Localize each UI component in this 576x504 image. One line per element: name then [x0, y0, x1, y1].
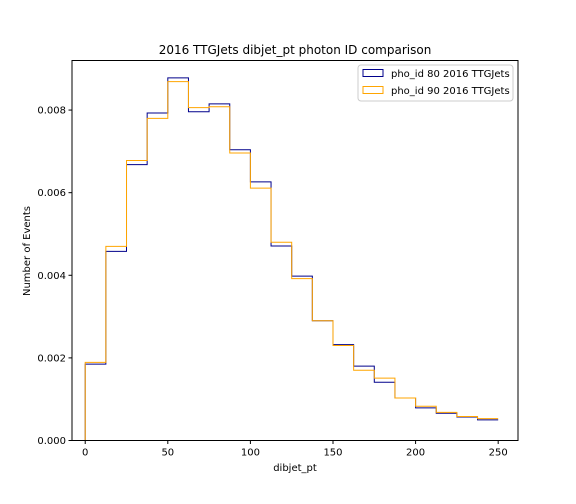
x-tick-label: 250 — [489, 448, 508, 459]
x-tick-label: 100 — [241, 448, 260, 459]
x-tick-label: 150 — [323, 448, 342, 459]
y-tick-label: 0.002 — [37, 353, 66, 364]
x-tick-label: 0 — [82, 448, 88, 459]
y-tick-label: 0.006 — [37, 188, 66, 199]
legend-label-series-1: pho_id 80 2016 TTGJets — [391, 69, 510, 80]
x-tick-label: 50 — [161, 448, 174, 459]
legend: pho_id 80 2016 TTGJets pho_id 90 2016 TT… — [358, 65, 513, 101]
x-tick-label: 200 — [406, 448, 425, 459]
y-tick-label: 0.008 — [37, 106, 66, 117]
y-tick-label: 0.000 — [37, 436, 66, 447]
y-tick-label: 0.004 — [37, 271, 66, 282]
y-axis-label: Number of Events — [22, 206, 33, 296]
chart-title: 2016 TTGJets dibjet_pt photon ID compari… — [159, 43, 432, 57]
legend-label-series-2: pho_id 90 2016 TTGJets — [391, 86, 510, 97]
x-axis-label: dibjet_pt — [273, 463, 317, 474]
